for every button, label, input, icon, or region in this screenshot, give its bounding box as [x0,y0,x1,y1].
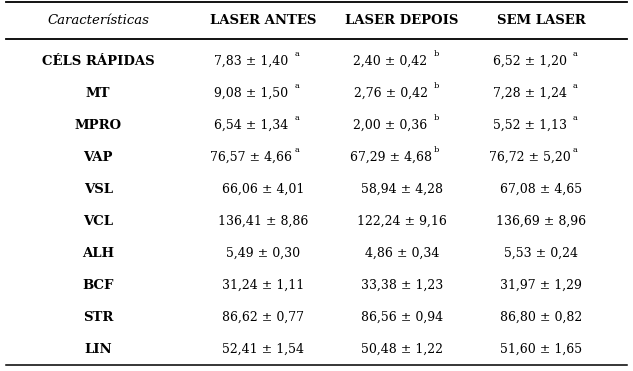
Text: a: a [294,114,299,122]
Text: Características: Características [47,14,149,27]
Text: 7,83 ± 1,40: 7,83 ± 1,40 [214,55,289,68]
Text: a: a [294,50,299,58]
Text: 5,53 ± 0,24: 5,53 ± 0,24 [505,247,578,260]
Text: 76,57 ± 4,66: 76,57 ± 4,66 [210,151,292,164]
Text: 4,86 ± 0,34: 4,86 ± 0,34 [365,247,439,260]
Text: BCF: BCF [82,279,114,292]
Text: LASER DEPOIS: LASER DEPOIS [345,14,459,27]
Text: 33,38 ± 1,23: 33,38 ± 1,23 [361,279,443,292]
Text: 86,80 ± 0,82: 86,80 ± 0,82 [500,311,582,324]
Text: LIN: LIN [84,343,112,356]
Text: 50,48 ± 1,22: 50,48 ± 1,22 [361,343,443,356]
Text: 86,62 ± 0,77: 86,62 ± 0,77 [222,311,304,324]
Text: MPRO: MPRO [75,119,122,132]
Text: 2,00 ± 0,36: 2,00 ± 0,36 [353,119,428,132]
Text: 9,08 ± 1,50: 9,08 ± 1,50 [214,87,289,100]
Text: 2,76 ± 0,42: 2,76 ± 0,42 [354,87,427,100]
Text: 58,94 ± 4,28: 58,94 ± 4,28 [361,183,443,196]
Text: 31,97 ± 1,29: 31,97 ± 1,29 [500,279,582,292]
Text: a: a [573,146,578,154]
Text: a: a [294,146,299,154]
Text: STR: STR [83,311,113,324]
Text: 5,49 ± 0,30: 5,49 ± 0,30 [225,247,300,260]
Text: MT: MT [86,87,110,100]
Text: LASER ANTES: LASER ANTES [210,14,316,27]
Text: VAP: VAP [84,151,113,164]
Text: 122,24 ± 9,16: 122,24 ± 9,16 [357,215,447,228]
Text: 7,28 ± 1,24: 7,28 ± 1,24 [493,87,567,100]
Text: 86,56 ± 0,94: 86,56 ± 0,94 [361,311,443,324]
Text: 136,69 ± 8,96: 136,69 ± 8,96 [496,215,586,228]
Text: 66,06 ± 4,01: 66,06 ± 4,01 [222,183,304,196]
Text: 136,41 ± 8,86: 136,41 ± 8,86 [218,215,308,228]
Text: 67,08 ± 4,65: 67,08 ± 4,65 [500,183,582,196]
Text: SEM LASER: SEM LASER [497,14,586,27]
Text: a: a [573,50,578,58]
Text: b: b [434,114,439,122]
Text: b: b [434,50,439,58]
Text: 52,41 ± 1,54: 52,41 ± 1,54 [222,343,304,356]
Text: 2,40 ± 0,42: 2,40 ± 0,42 [353,55,428,68]
Text: 6,52 ± 1,20: 6,52 ± 1,20 [493,55,567,68]
Text: a: a [294,82,299,90]
Text: a: a [573,82,578,90]
Text: a: a [573,114,578,122]
Text: 31,24 ± 1,11: 31,24 ± 1,11 [222,279,304,292]
Text: VSL: VSL [84,183,113,196]
Text: 6,54 ± 1,34: 6,54 ± 1,34 [214,119,289,132]
Text: b: b [434,146,439,154]
Text: 67,29 ± 4,68: 67,29 ± 4,68 [349,151,432,164]
Text: VCL: VCL [83,215,113,228]
Text: 76,72 ± 5,20: 76,72 ± 5,20 [489,151,571,164]
Text: ALH: ALH [82,247,114,260]
Text: b: b [434,82,439,90]
Text: CÉLS RÁPIDAS: CÉLS RÁPIDAS [42,55,154,68]
Text: 5,52 ± 1,13: 5,52 ± 1,13 [493,119,567,132]
Text: 51,60 ± 1,65: 51,60 ± 1,65 [500,343,582,356]
